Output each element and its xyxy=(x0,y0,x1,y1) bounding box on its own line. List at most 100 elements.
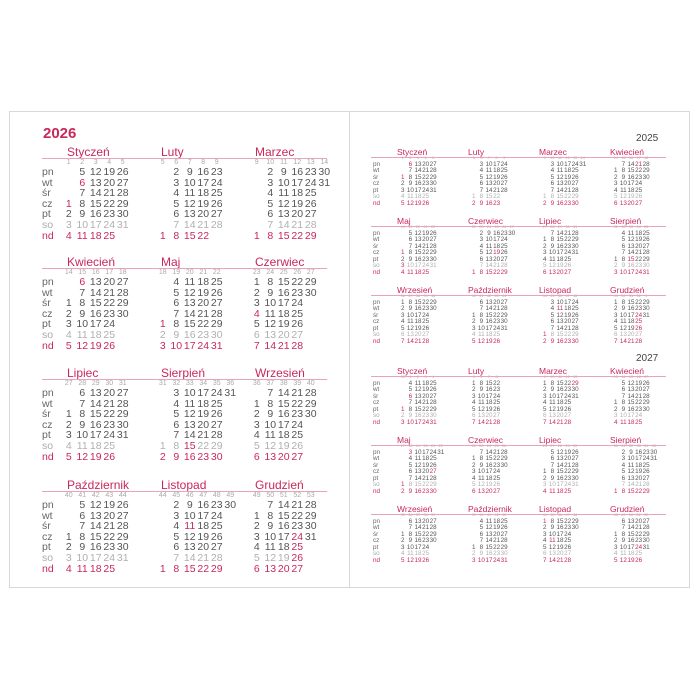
day-cell: 18 xyxy=(89,329,102,341)
day-cell: 26 xyxy=(642,468,650,475)
day-cell: 27 xyxy=(571,318,579,325)
day-cell: 29 xyxy=(210,562,223,575)
day-cell: 6 xyxy=(550,318,555,325)
day-cell: 30 xyxy=(429,412,437,419)
day-cell: 4 xyxy=(253,307,260,320)
week-number: 30 xyxy=(573,444,578,448)
day-cell: 20 xyxy=(277,450,290,463)
week-number: 26 xyxy=(293,269,302,276)
week-number: 51 xyxy=(628,294,634,298)
day-cell: 24 xyxy=(564,392,572,400)
day-cell: 5 xyxy=(253,318,260,331)
day-cell: 15 xyxy=(627,255,635,263)
week-number: 18 xyxy=(644,156,649,160)
month-name: Listopad xyxy=(539,504,572,514)
weekday-label: pt xyxy=(373,186,379,194)
day-cell: 26 xyxy=(422,556,430,564)
day-cell: 19 xyxy=(564,448,572,456)
day-cell: 14 xyxy=(548,418,556,426)
day-cell: 2 xyxy=(614,173,618,181)
day-cell: 16 xyxy=(414,180,422,187)
day-cell: 1 xyxy=(614,298,618,306)
day-cell: 15 xyxy=(89,530,102,543)
day-cell: 4 xyxy=(614,186,618,194)
day-cell: 2 xyxy=(401,255,405,263)
day-cell: 23 xyxy=(291,286,304,299)
day-cell: 30 xyxy=(571,242,579,250)
week-number: 28 xyxy=(78,380,87,387)
week-number: 4 xyxy=(424,156,427,160)
week-number: 4 xyxy=(432,375,435,379)
day-cell: 7 xyxy=(550,324,555,332)
day-cell: 10 xyxy=(76,552,89,564)
day-cell: 11 xyxy=(414,379,422,387)
day-cell: 26 xyxy=(422,199,430,207)
day-cell: 17 xyxy=(414,418,422,426)
day-cell: 22 xyxy=(564,517,572,525)
week-number: 48 xyxy=(613,513,618,517)
week-number: 31 xyxy=(158,380,167,387)
day-cell: 11 xyxy=(620,186,627,194)
day-cell: 2 xyxy=(401,180,405,187)
day-cell: 30 xyxy=(304,408,317,421)
day-cell: 10 xyxy=(548,530,556,538)
day-cell: 6 xyxy=(621,242,626,250)
day-cell: 31 xyxy=(116,429,129,442)
day-cell: 1 xyxy=(614,530,618,538)
day-cell: 6 xyxy=(79,387,86,399)
day-cell: 23 xyxy=(422,537,430,544)
week-number: 17 xyxy=(636,156,641,160)
week-number: 43 xyxy=(105,492,114,499)
week-number: 12 xyxy=(565,375,570,379)
day-cell: 2 xyxy=(614,262,618,269)
day-cell: 20 xyxy=(635,242,643,250)
week-number: 24 xyxy=(266,269,275,276)
week-number: 38 xyxy=(415,294,421,298)
weekday-label: śr xyxy=(373,242,379,250)
day-cell: 15 xyxy=(183,229,196,242)
week-number: 37 xyxy=(408,294,413,298)
day-cell: 30 xyxy=(571,199,579,207)
day-cell: 6 xyxy=(479,255,484,263)
day-cell: 24 xyxy=(210,387,223,399)
month-name: Marzec xyxy=(539,147,567,157)
day-cell: 14 xyxy=(556,461,564,469)
week-number: 18 xyxy=(408,444,413,448)
day-cell: 11 xyxy=(76,562,88,575)
day-cell: 7 xyxy=(408,399,413,406)
day-cell: 15 xyxy=(414,173,422,181)
day-cell: 17 xyxy=(556,249,564,256)
day-cell: 10 xyxy=(619,268,627,276)
day-cell: 16 xyxy=(197,499,210,511)
day-cell: 16 xyxy=(485,386,493,393)
day-cell: 6 xyxy=(543,412,547,419)
week-number: 15 xyxy=(78,269,87,276)
day-cell: 9 xyxy=(621,262,626,269)
day-cell: 12 xyxy=(619,193,627,200)
day-cell: 1 xyxy=(472,455,476,462)
day-cell: 15 xyxy=(414,298,422,306)
week-number: 2 xyxy=(80,159,85,166)
week-number: 13 xyxy=(613,375,618,379)
day-cell: 26 xyxy=(103,339,116,352)
week-number: 37 xyxy=(415,513,421,517)
day-cell: 1 xyxy=(253,276,260,288)
day-cell: 12 xyxy=(89,166,102,178)
day-cell: 25 xyxy=(635,550,643,557)
week-number: 31 xyxy=(613,225,618,229)
month-header-rule xyxy=(371,294,666,296)
day-cell: 14 xyxy=(627,160,635,168)
day-cell: 17 xyxy=(627,311,635,319)
day-cell: 31 xyxy=(571,481,579,488)
day-cell: 1 xyxy=(472,543,476,551)
day-cell: 24 xyxy=(500,160,508,168)
day-cell: 23 xyxy=(564,337,572,345)
week-number: 1 xyxy=(645,294,648,298)
day-cell: 15 xyxy=(556,193,564,200)
day-cell: 16 xyxy=(556,242,564,250)
week-number: 14 xyxy=(580,156,585,160)
day-cell: 23 xyxy=(493,461,501,469)
day-cell: 28 xyxy=(635,337,643,345)
day-cell: 24 xyxy=(422,186,430,194)
day-cell: 11 xyxy=(620,318,627,325)
